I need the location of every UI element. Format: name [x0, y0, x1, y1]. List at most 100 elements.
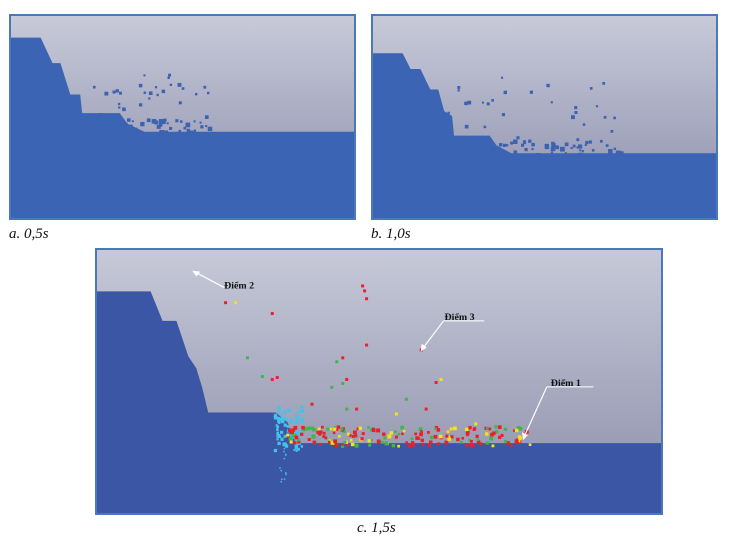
debris-particle [464, 124, 469, 129]
flow-particle [286, 433, 290, 437]
flow-particle [360, 437, 364, 441]
flow-particle [334, 443, 339, 448]
flow-particle [278, 417, 282, 421]
debris-particle [531, 147, 534, 151]
flow-particle [354, 434, 358, 438]
debris-particle [99, 115, 103, 118]
flow-particle [397, 444, 400, 448]
flow-particle [322, 435, 326, 438]
flow-particle [295, 418, 299, 422]
debris-particle [570, 115, 575, 120]
flow-particle [490, 432, 494, 437]
flow-particle [289, 440, 293, 444]
flow-particle [300, 419, 304, 423]
flow-particle [286, 425, 290, 428]
flow-particle [465, 430, 470, 435]
flow-particle [336, 425, 341, 429]
debris-particle [127, 118, 130, 122]
debris-particle [513, 139, 518, 144]
flow-particle [351, 434, 355, 438]
flow-particle [514, 439, 519, 444]
debris-particle [550, 101, 553, 104]
debris-particle [544, 144, 550, 150]
debris-particle [555, 145, 560, 150]
flow-particle [335, 360, 339, 364]
panel-c: Điểm 2 Điểm 3 Điểm 1 [95, 248, 663, 515]
arrowhead-diem-3 [420, 343, 427, 352]
flow-particle [513, 429, 516, 433]
flow-particle [343, 440, 347, 444]
flow-particle [337, 434, 341, 438]
flow-particle [295, 449, 298, 452]
flow-particle [224, 301, 228, 305]
flow-particle [288, 436, 293, 441]
flow-particle [450, 435, 454, 439]
flow-particle [300, 445, 304, 448]
debris-particle [193, 120, 196, 123]
debris-particle [520, 143, 525, 147]
flow-particle [297, 447, 300, 451]
flow-particle [514, 428, 519, 433]
debris-particle [564, 142, 569, 147]
debris-particle [207, 91, 210, 95]
flow-particle [307, 438, 311, 442]
flow-particle [330, 385, 334, 389]
debris-particle [493, 150, 498, 154]
debris-particles [92, 73, 213, 136]
debris-particle [605, 144, 609, 147]
flow-particle [283, 447, 286, 450]
debris-particle [457, 89, 460, 92]
flow-particle [354, 443, 359, 448]
flow-particle [301, 425, 305, 430]
flow-particle [289, 418, 293, 423]
flow-particle [289, 434, 293, 437]
debris-particle [143, 74, 146, 77]
flow-particle [500, 433, 504, 437]
flow-particle [497, 425, 502, 430]
debris-particle [163, 118, 167, 122]
flow-particle [280, 416, 285, 421]
flow-particle [283, 450, 285, 453]
flow-particle [300, 432, 304, 436]
flow-particle [494, 425, 498, 429]
flow-particle [283, 434, 287, 438]
flow-particle [510, 444, 513, 447]
flow-particle [479, 442, 483, 446]
debris-particle [156, 93, 159, 97]
debris-particle [117, 102, 121, 106]
debris-particle [483, 125, 487, 129]
flow-particle [418, 427, 423, 431]
flow-particle [387, 434, 392, 439]
debris-particle [164, 130, 169, 135]
colored-particles [224, 284, 532, 448]
debris-particle [602, 81, 606, 85]
flow-particle [312, 440, 317, 445]
flow-particle [300, 409, 305, 413]
debris-particle [523, 141, 527, 145]
label-diem-2: Điểm 2 [224, 280, 254, 291]
simulation-b-canvas [373, 16, 716, 218]
flow-particle [342, 429, 346, 433]
debris-particle [158, 119, 164, 124]
arrow-diem-3 [422, 320, 445, 349]
flow-particle [407, 444, 412, 448]
debris-particle [503, 90, 508, 95]
debris-particle [501, 76, 504, 79]
flow-particle [518, 427, 523, 431]
flow-particle [276, 428, 279, 432]
flow-particle [424, 407, 428, 411]
flow-particle [439, 378, 443, 382]
flow-particle [391, 444, 396, 448]
debris-particle [148, 91, 153, 96]
debris-particle [133, 127, 138, 132]
flow-particle [324, 436, 328, 440]
debris-particle [112, 90, 116, 94]
flow-particle [293, 449, 296, 452]
flow-particle [295, 411, 299, 414]
flow-particle [420, 438, 424, 442]
debris-particle [130, 130, 135, 135]
debris-particle [154, 86, 158, 89]
debris-particle [200, 125, 204, 129]
simulation-a-canvas [11, 16, 354, 218]
flow-particle [419, 432, 423, 437]
